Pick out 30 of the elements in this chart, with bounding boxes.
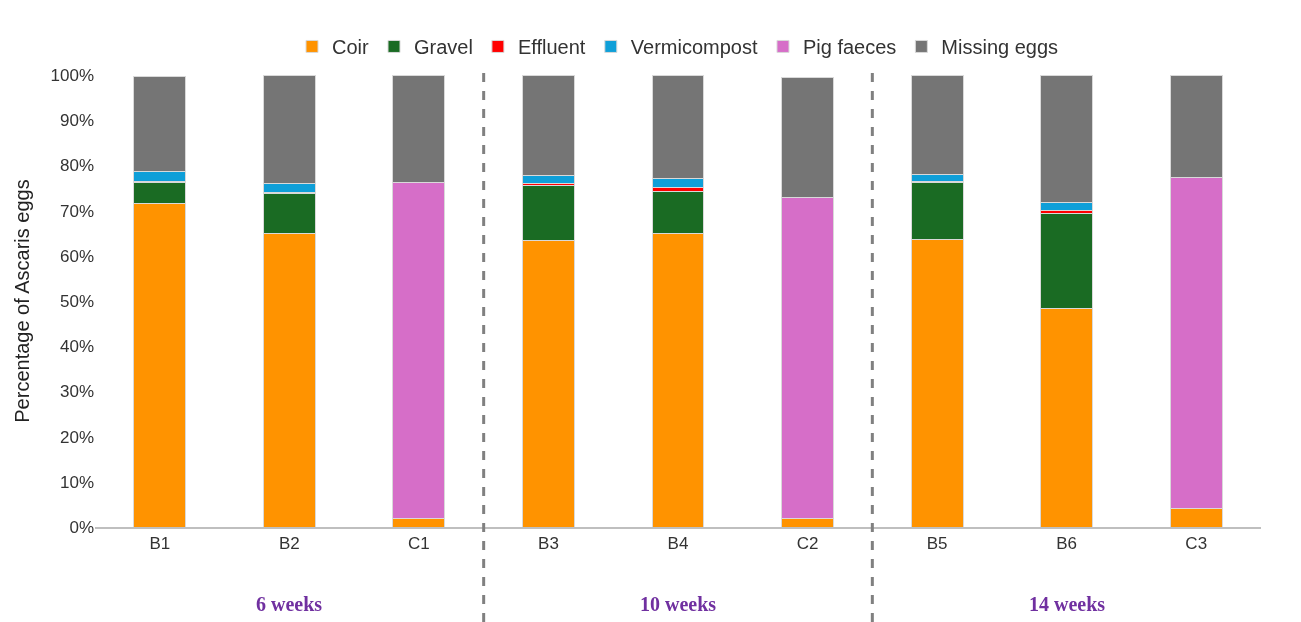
x-tick-label: C2 — [796, 534, 819, 554]
x-tick-label: B2 — [278, 534, 300, 554]
y-tick-label: 30% — [59, 382, 94, 402]
x-tick-label: B1 — [149, 534, 171, 554]
legend-label: Gravel — [414, 36, 473, 59]
y-tick-label: 80% — [59, 156, 94, 176]
x-tick-label: B4 — [667, 534, 689, 554]
y-tick-label: 20% — [59, 427, 94, 447]
y-tick-label: 100% — [50, 65, 94, 85]
legend-label: Vermicompost — [630, 36, 758, 59]
y-tick-label: 0% — [69, 517, 94, 537]
y-axis-title: Percentage of Ascaris eggs — [11, 179, 34, 423]
x-tick-label: C3 — [1185, 534, 1208, 554]
x-tick-label: B3 — [538, 534, 559, 554]
y-tick-label: 50% — [59, 291, 94, 311]
x-tick-label: B6 — [1056, 534, 1078, 554]
text: 10 weeks — [640, 593, 717, 615]
text: 14 weeks — [1029, 593, 1106, 615]
legend-label: Coir — [332, 36, 370, 59]
y-tick-label: 60% — [59, 246, 94, 266]
y-tick-label: 90% — [59, 111, 94, 131]
y-tick-label: 40% — [59, 337, 94, 357]
legend-label: Pig faeces — [802, 36, 897, 59]
y-tick-label: 10% — [59, 472, 94, 492]
text: 6 weeks — [256, 593, 323, 615]
legend-label: Missing eggs — [941, 36, 1059, 59]
legend-label: Effluent — [517, 36, 586, 59]
x-tick-label: C1 — [408, 534, 430, 554]
y-tick-label: 70% — [59, 201, 94, 221]
x-tick-label: B5 — [926, 534, 948, 554]
